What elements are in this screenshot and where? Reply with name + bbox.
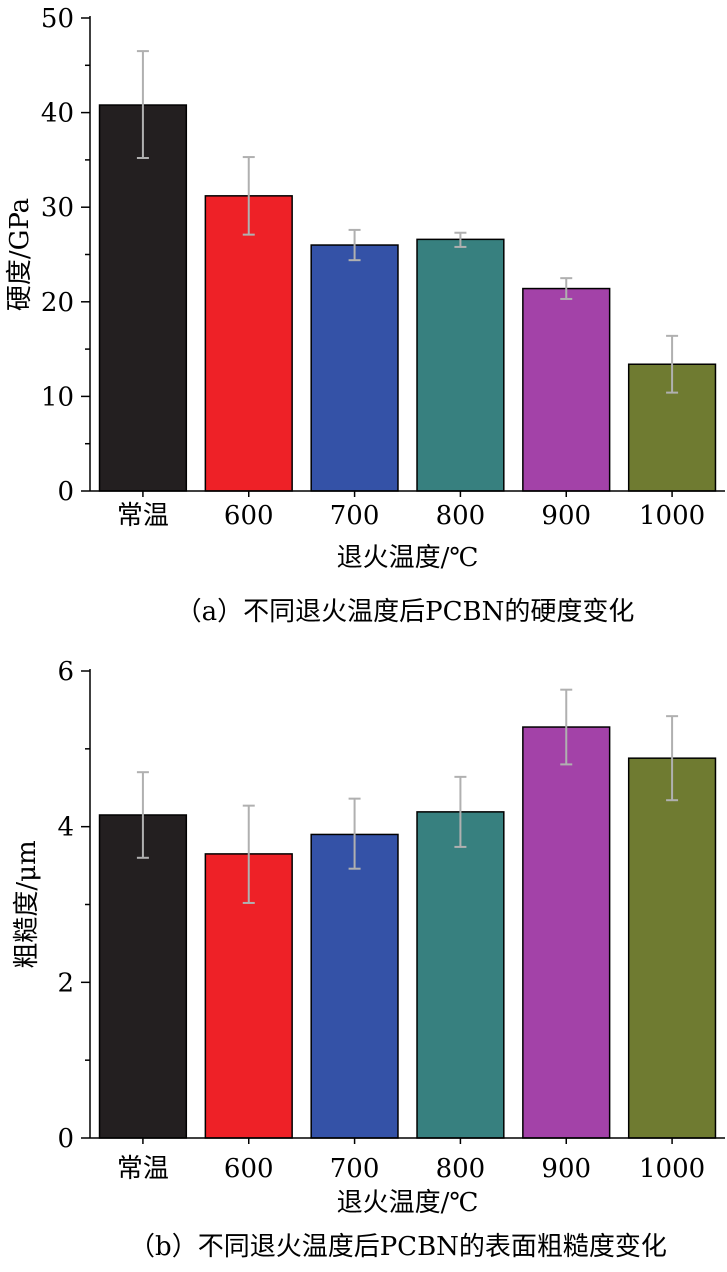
y-tick-label: 40	[41, 99, 74, 129]
y-axis-title: 硬度/GPa	[5, 198, 35, 311]
error-bar	[560, 688, 573, 766]
y-tick-label: 6	[57, 657, 74, 687]
error-bar	[348, 797, 361, 870]
y-tick-label: 30	[41, 193, 74, 223]
x-tick-label: 700	[330, 501, 380, 531]
x-axis-title: 退火温度/℃	[337, 1188, 479, 1218]
x-tick-label: 800	[436, 1154, 486, 1184]
x-axis-title: 退火温度/℃	[337, 543, 479, 573]
y-tick-label: 2	[57, 968, 74, 998]
x-tick-label: 600	[224, 1154, 274, 1184]
x-tick-label: 900	[541, 501, 591, 531]
error-bar	[560, 277, 573, 300]
error-bar	[666, 334, 679, 394]
x-tick-label: 800	[436, 501, 486, 531]
x-tick-label: 1000	[639, 1154, 705, 1184]
error-bar	[454, 231, 467, 248]
bar	[204, 195, 293, 492]
bar	[416, 238, 505, 492]
bar	[627, 757, 717, 1139]
y-tick-label: 50	[41, 4, 74, 34]
error-bar	[348, 228, 361, 262]
bar	[98, 814, 188, 1139]
x-tick-label: 700	[330, 1154, 380, 1184]
y-axis-title: 粗糙度/μm	[12, 840, 42, 968]
hardness-chart-svg: 0 10 20 30 40 50 常温 600 700 800 900 1000 退火温度/℃ 硬度/GP…	[5, 4, 725, 627]
bar	[416, 811, 505, 1139]
error-bar	[666, 715, 679, 802]
y-tick-label: 20	[41, 288, 74, 318]
roughness-chart-svg: 0 2 4 6 常温 600 700 800 900 1000 退火温度/℃ 粗糙度/μm （b）不同退…	[12, 657, 725, 1262]
x-tick-label: 1000	[639, 501, 705, 531]
x-tick-label: 常温	[117, 501, 169, 531]
hardness-chart: 0 10 20 30 40 50 常温 600 700 800 900 1000 退火温度/℃ 硬度/GP…	[5, 4, 725, 627]
roughness-chart: 0 2 4 6 常温 600 700 800 900 1000 退火温度/℃ 粗糙度/μm （b）不同退…	[0, 650, 727, 1272]
error-bar	[136, 50, 149, 160]
y-tick-label: 0	[57, 477, 74, 507]
bar	[522, 287, 611, 492]
error-bar	[242, 156, 255, 236]
bar	[98, 104, 188, 492]
figure-caption: （a）不同退火温度后PCBN的硬度变化	[176, 597, 635, 627]
bar	[310, 244, 399, 492]
x-tick-label: 900	[541, 1154, 591, 1184]
y-tick-label: 10	[41, 382, 74, 412]
y-tick-label: 0	[57, 1124, 74, 1154]
figure-caption: （b）不同退火温度后PCBN的表面粗糙度变化	[129, 1232, 667, 1262]
x-tick-label: 600	[224, 501, 274, 531]
x-tick-label: 常温	[117, 1154, 169, 1184]
bar	[522, 726, 611, 1139]
bar	[310, 833, 399, 1139]
error-bar	[242, 804, 255, 904]
error-bar	[136, 771, 149, 859]
y-tick-label: 4	[57, 813, 74, 843]
error-bar	[454, 775, 467, 848]
